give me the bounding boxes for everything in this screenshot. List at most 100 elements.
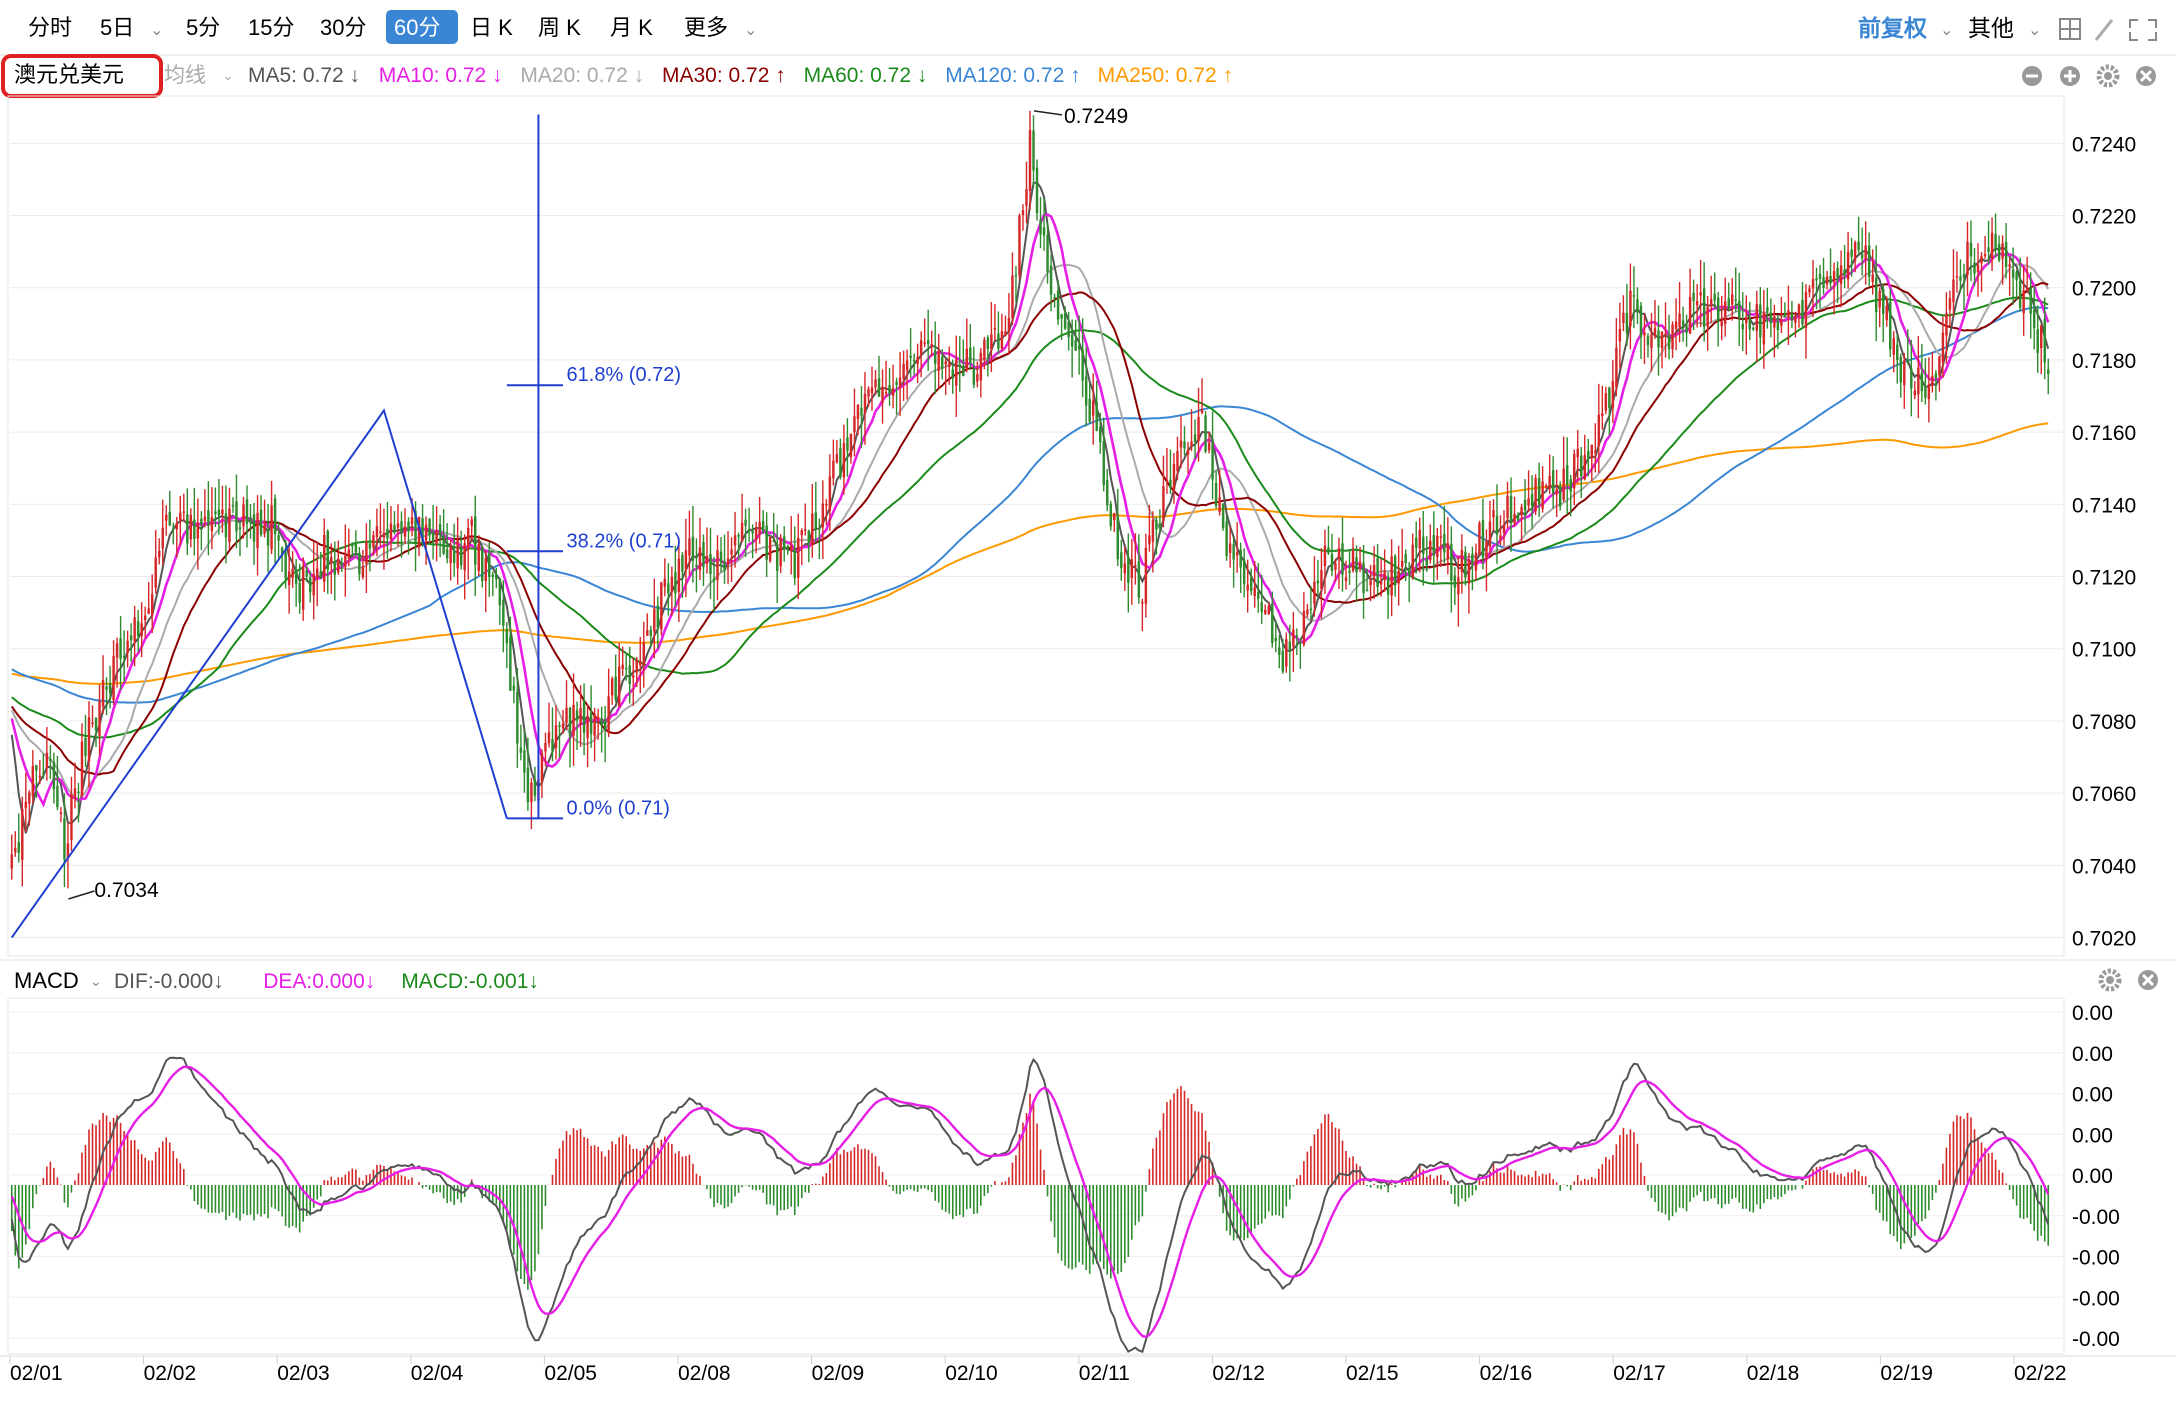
candle-body xyxy=(2029,287,2032,314)
period-tab-fenshi[interactable]: 分时 xyxy=(28,15,72,40)
candle-body xyxy=(1316,580,1320,584)
candle-body xyxy=(1913,390,1917,396)
candle-body xyxy=(600,717,603,726)
candle-body xyxy=(1074,340,1077,351)
candle-body xyxy=(867,389,870,397)
candle-body xyxy=(737,535,740,537)
period-tab-month-k[interactable]: 月 K xyxy=(610,15,653,40)
candle-body xyxy=(1460,549,1464,572)
candle-body xyxy=(1011,275,1014,318)
candle-body xyxy=(863,393,867,414)
plus-icon[interactable] xyxy=(2060,66,2080,86)
candle-body xyxy=(1959,276,1962,281)
gear-icon[interactable] xyxy=(2098,968,2122,992)
candle-body xyxy=(610,678,614,696)
price-axis: 0.7020 0.7040 0.7060 0.7080 0.7100 0.7120 0.71… xyxy=(2072,133,2136,950)
period-tab-day-k[interactable]: 日 K xyxy=(470,15,513,40)
fibonacci-tool[interactable]: 61.8% (0.72) 38.2% (0.71) 0.0% (0.71) xyxy=(10,114,681,939)
candle-body xyxy=(1983,254,1987,256)
candle-body xyxy=(1709,298,1713,306)
candle-body xyxy=(1274,637,1278,642)
candle-body xyxy=(632,675,635,678)
candle-body xyxy=(35,764,38,771)
close-icon[interactable] xyxy=(2136,66,2156,86)
chevron-down-icon[interactable]: ⌄ xyxy=(90,973,102,989)
candle-body xyxy=(881,386,884,403)
period-tab-60min[interactable]: 60分 xyxy=(394,15,440,40)
candle-body xyxy=(488,552,491,578)
chevron-down-icon[interactable]: ⌄ xyxy=(1940,22,1953,39)
candle-body xyxy=(256,512,259,549)
candle-body xyxy=(56,785,59,808)
ma-settings-label[interactable]: 均线 xyxy=(164,64,206,87)
macd-title[interactable]: MACD xyxy=(14,968,79,993)
candle-body xyxy=(705,555,709,565)
candle-body xyxy=(382,532,386,538)
candle-body xyxy=(45,752,49,768)
candle-body xyxy=(1113,512,1116,521)
fib-level-label: 0.0% (0.71) xyxy=(567,797,670,819)
candle-body xyxy=(853,416,856,433)
candle-body xyxy=(80,741,84,797)
other-dropdown[interactable]: 其他 xyxy=(1968,15,2014,41)
candle-body xyxy=(909,355,912,359)
chevron-down-icon[interactable]: ⌄ xyxy=(744,22,757,39)
candle-body xyxy=(1190,441,1193,446)
candle-body xyxy=(698,547,702,571)
candle-body xyxy=(112,656,115,701)
pencil-icon[interactable] xyxy=(2094,19,2114,41)
candle-body xyxy=(1678,313,1681,328)
period-tab-30min[interactable]: 30分 xyxy=(320,15,366,40)
candle-body xyxy=(52,761,56,790)
candle-body xyxy=(582,701,586,733)
gear-icon[interactable] xyxy=(2096,64,2120,88)
candle-body xyxy=(1383,571,1386,580)
candle-body xyxy=(1415,537,1418,548)
candle-body xyxy=(1295,635,1299,637)
candle-body xyxy=(70,793,73,841)
close-icon[interactable] xyxy=(2138,970,2158,990)
candle-body xyxy=(1337,548,1341,559)
candle-body xyxy=(1885,305,1888,321)
candle-body xyxy=(207,510,210,524)
candle-body xyxy=(1867,245,1871,277)
candle-body xyxy=(210,517,214,531)
candle-body xyxy=(1446,543,1450,560)
chevron-down-icon[interactable]: ⌄ xyxy=(2028,22,2041,39)
minus-icon[interactable] xyxy=(2022,66,2042,86)
grid-icon[interactable] xyxy=(2059,18,2081,40)
period-tab-5day[interactable]: 5日 xyxy=(100,15,134,40)
candle-body xyxy=(1443,533,1446,553)
period-tab-more[interactable]: 更多 xyxy=(684,15,728,40)
candle-body xyxy=(393,525,396,532)
candle-body xyxy=(1723,301,1727,324)
fullscreen-icon[interactable] xyxy=(2129,19,2157,41)
period-tab-week-k[interactable]: 周 K xyxy=(538,15,581,40)
candle-body xyxy=(2015,272,2018,281)
symbol-label[interactable]: 澳元兑美元 xyxy=(14,62,124,87)
candle-body xyxy=(1969,242,1973,257)
candle-body xyxy=(1860,253,1864,259)
candle-body xyxy=(1695,301,1699,306)
candle-body xyxy=(589,712,593,734)
candle-body xyxy=(147,608,150,614)
period-tab-5min[interactable]: 5分 xyxy=(186,15,220,40)
price-tick-label: 0.7020 xyxy=(2072,928,2136,951)
candle-body xyxy=(782,536,786,550)
period-tab-15min[interactable]: 15分 xyxy=(248,15,294,40)
candle-body xyxy=(129,635,133,641)
candle-body xyxy=(1713,293,1716,301)
candle-body xyxy=(1731,294,1734,305)
candle-body xyxy=(122,656,126,658)
chevron-down-icon[interactable]: ⌄ xyxy=(222,67,234,83)
candle-body xyxy=(245,499,249,524)
date-label: 02/04 xyxy=(411,1362,464,1385)
candle-body xyxy=(1436,535,1439,558)
candle-body xyxy=(807,530,811,543)
chevron-down-icon[interactable]: ⌄ xyxy=(150,22,163,39)
candle-body xyxy=(98,701,101,736)
adjust-dropdown[interactable]: 前复权 xyxy=(1858,15,1927,41)
candle-body xyxy=(1857,241,1860,251)
candle-body xyxy=(1137,561,1141,598)
candle-body xyxy=(1716,297,1720,321)
